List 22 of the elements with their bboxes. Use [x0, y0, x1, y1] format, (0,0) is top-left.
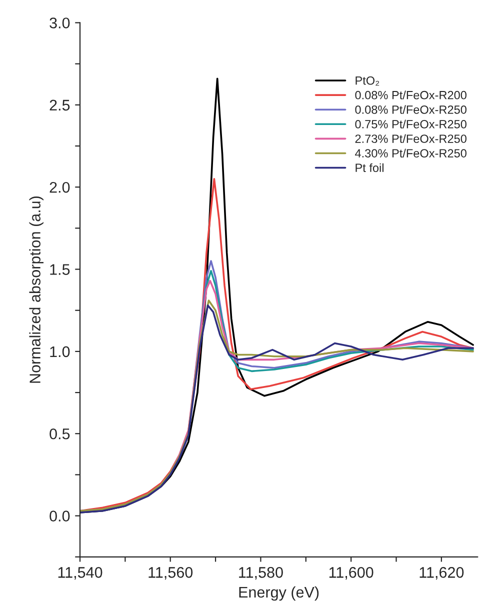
x-axis-title: Energy (eV): [239, 586, 319, 601]
legend-label: 0.75% Pt/FeOx-R250: [355, 120, 466, 128]
x-tick-label: 11,580: [239, 567, 283, 580]
legend-label: 0.08% Pt/FeOx-R250: [355, 105, 466, 114]
legend-label: PtO₂: [356, 76, 380, 86]
x-tick-label: 11,540: [58, 567, 102, 580]
y-tick-label: 0.5: [50, 428, 70, 440]
y-axis-title: Normalized absorption (a.u): [29, 196, 44, 383]
y-tick-label: 1.0: [50, 346, 70, 358]
y-tick-label: 2.0: [50, 182, 70, 193]
legend-label: 4.30% Pt/FeOx-R250: [355, 148, 466, 158]
y-tick-label: 0.0: [50, 510, 70, 522]
y-tick-label: 2.5: [50, 100, 70, 111]
y-tick-label: 1.5: [50, 264, 70, 275]
legend-label: 0.08% Pt/FeOx-R200: [355, 90, 466, 100]
x-tick-label: 11,560: [148, 567, 193, 580]
line-series: [198, 270, 474, 372]
legend-label: Pt foil: [356, 163, 384, 172]
x-tick-label: 11,600: [329, 567, 374, 580]
y-tick-label: 3.0: [50, 18, 70, 28]
x-tick-label: 11,620: [420, 567, 464, 580]
legend-label: 2.73% Pt/FeOx-R250: [355, 134, 466, 143]
